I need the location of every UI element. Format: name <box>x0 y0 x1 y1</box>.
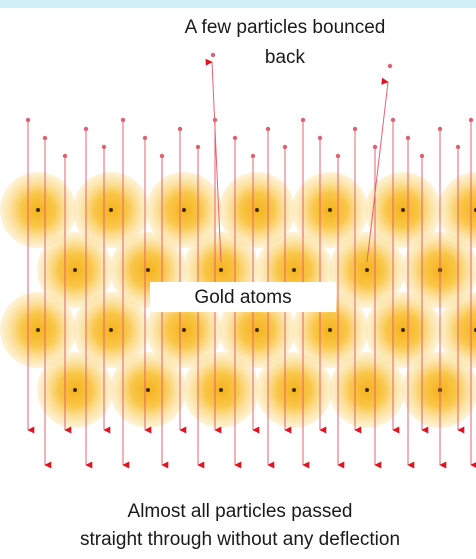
nucleus <box>255 328 259 332</box>
nucleus <box>146 268 150 272</box>
nucleus <box>109 328 113 332</box>
bounced-label-line: back <box>265 47 306 68</box>
nucleus <box>292 268 296 272</box>
nucleus <box>365 388 369 392</box>
nucleus <box>73 268 77 272</box>
nucleus <box>365 268 369 272</box>
nucleus <box>255 208 259 212</box>
nucleus <box>219 268 223 272</box>
nucleus <box>182 328 186 332</box>
bounced-label-line: A few particles bounced <box>185 17 386 38</box>
nucleus <box>36 208 40 212</box>
nucleus <box>219 388 223 392</box>
particle <box>388 64 392 68</box>
page: A few particles bounced back Gold atoms … <box>0 0 476 554</box>
nucleus <box>73 388 77 392</box>
nucleus <box>109 208 113 212</box>
nucleus <box>146 388 150 392</box>
nucleus <box>328 328 332 332</box>
passed-label-line: straight through without any deflection <box>80 529 400 550</box>
top-band <box>0 0 476 8</box>
nucleus <box>292 388 296 392</box>
nucleus <box>36 328 40 332</box>
atoms-label: Gold atoms <box>194 287 291 308</box>
nucleus <box>401 208 405 212</box>
nucleus <box>328 208 332 212</box>
nucleus <box>401 328 405 332</box>
passed-label-line: Almost all particles passed <box>128 501 353 522</box>
nucleus <box>182 208 186 212</box>
diagram: A few particles bounced back Gold atoms … <box>0 0 476 554</box>
particle <box>211 53 215 57</box>
